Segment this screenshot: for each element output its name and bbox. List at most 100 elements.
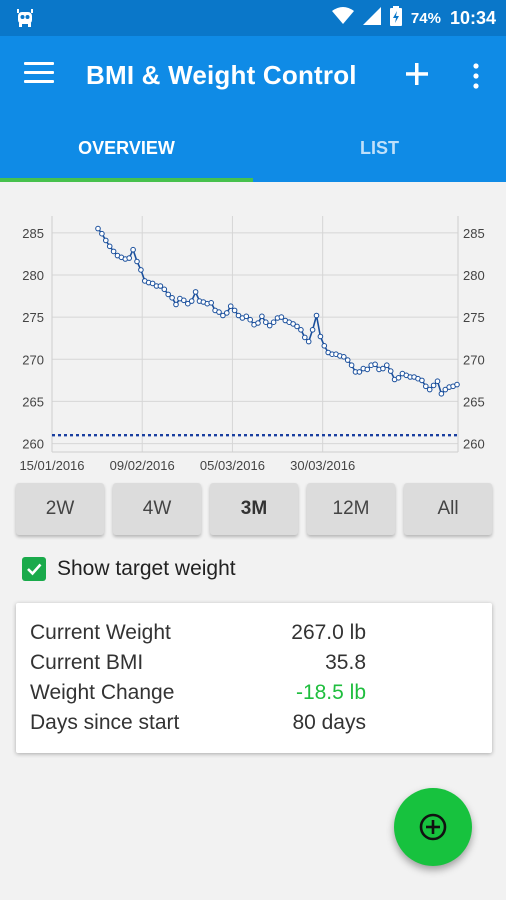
weight-data-point [426, 386, 433, 393]
weight-data-point [395, 375, 402, 381]
weight-data-point [243, 313, 250, 320]
status-bar: 74% 10:34 [0, 0, 506, 36]
weight-data-point [149, 280, 156, 287]
weight-data-point [247, 316, 253, 323]
range-button-4w[interactable]: 4W [113, 483, 201, 535]
weight-data-point [423, 383, 429, 390]
stat-days-since-start: Days since start 80 days [30, 711, 366, 741]
active-tab-indicator [0, 178, 253, 182]
weight-data-point [173, 301, 179, 308]
y-tick-label-left: 275 [22, 310, 44, 325]
weight-data-point [181, 297, 187, 304]
stat-label: Current BMI [30, 651, 144, 674]
y-tick-label-right: 275 [463, 310, 485, 325]
weight-data-point [348, 362, 355, 368]
stat-value: -18.5 lb [295, 681, 366, 704]
weight-data-point [380, 365, 386, 372]
weight-chart: 285 285 280 280 275 275 270 270 265 265 260 260 15/0… [0, 182, 506, 482]
weight-data-point [454, 381, 460, 388]
add-entry-fab[interactable] [394, 788, 472, 866]
weight-data-point [305, 338, 312, 345]
stat-value: 267.0 lb [291, 621, 366, 644]
weight-data-point [224, 310, 230, 316]
weight-data-point [165, 291, 171, 298]
range-selector: 2W 4W 3M 12M All [16, 483, 492, 535]
y-tick-label-right: 270 [463, 352, 485, 367]
tab-bar: OVERVIEW LIST [0, 116, 506, 182]
weight-data-point [220, 312, 226, 319]
weight-data-point [317, 333, 324, 340]
y-tick-label-left: 285 [22, 226, 44, 241]
stat-value: 80 days [292, 711, 366, 734]
tab-list[interactable]: LIST [360, 138, 399, 158]
range-button-3m[interactable]: 3M [210, 483, 298, 535]
plus-icon[interactable] [400, 54, 434, 94]
weight-chart-svg: 285 285 280 280 275 275 270 270 265 265 260 260 15/0… [19, 216, 485, 473]
battery-percent: 74% [410, 9, 441, 27]
stat-current-weight: Current Weight 267.0 lb [30, 621, 366, 651]
weight-data-point [442, 386, 449, 393]
weight-data-point [313, 312, 320, 319]
weight-data-point [321, 343, 328, 349]
stat-value: 35.8 [325, 651, 366, 674]
weight-data-point [298, 327, 304, 333]
weight-data-point [364, 366, 371, 373]
weight-data-point [227, 303, 234, 309]
range-button-all[interactable]: All [404, 483, 492, 535]
weight-data-point [106, 243, 113, 250]
x-tick-label: 05/03/2016 [200, 458, 265, 473]
x-tick-label: 30/03/2016 [290, 458, 355, 473]
range-button-12m[interactable]: 12M [307, 483, 395, 535]
weight-data-point [110, 248, 117, 255]
y-tick-label-left: 280 [22, 268, 44, 283]
weight-data-point [278, 314, 285, 320]
y-tick-label-left: 265 [22, 394, 44, 409]
more-vertical-icon[interactable] [462, 56, 490, 96]
weight-data-point [126, 255, 132, 261]
weight-data-point [235, 312, 242, 319]
cell-signal-icon [362, 6, 381, 30]
clock: 10:34 [449, 7, 496, 28]
tab-overview[interactable]: OVERVIEW [78, 138, 175, 158]
weight-data-point [216, 309, 222, 315]
show-target-weight-toggle[interactable]: Show target weight [22, 555, 236, 583]
stat-weight-change: Weight Change -18.5 lb [30, 681, 366, 711]
weight-data-point [157, 283, 164, 289]
checkbox-checked-icon[interactable] [22, 557, 46, 581]
weight-data-point [103, 237, 109, 244]
stat-label: Days since start [30, 711, 180, 734]
hamburger-menu-icon[interactable] [24, 62, 54, 90]
battery-icon [389, 5, 402, 31]
weight-data-point [419, 377, 425, 384]
weight-data-point [384, 362, 390, 368]
weight-data-point [192, 289, 199, 295]
weight-series-line [97, 228, 458, 396]
x-tick-label: 09/02/2016 [110, 458, 175, 473]
weight-data-point [255, 320, 261, 326]
weight-data-point [263, 319, 269, 325]
weight-data-point [95, 225, 101, 232]
app-title: BMI & Weight Control [86, 60, 357, 90]
weight-data-point [208, 300, 214, 306]
y-tick-label-right: 280 [463, 268, 485, 283]
weight-data-point [169, 295, 175, 301]
weight-data-point [99, 230, 105, 237]
weight-data-point [344, 357, 351, 363]
weight-data-point [188, 298, 195, 304]
weight-data-point [134, 258, 140, 265]
weight-data-point [231, 307, 238, 314]
weight-data-point [130, 246, 136, 253]
weight-data-point [266, 322, 273, 329]
x-tick-label: 15/01/2016 [19, 458, 84, 473]
add-circle-icon [419, 813, 447, 841]
stats-card: Current Weight 267.0 lb Current BMI 35.8… [16, 603, 492, 753]
weight-data-point [309, 327, 316, 333]
notification-app-icon [14, 7, 36, 34]
y-tick-label-left: 270 [22, 352, 44, 367]
range-button-2w[interactable]: 2W [16, 483, 104, 535]
weight-data-point [356, 369, 363, 375]
weight-data-point [434, 378, 441, 384]
weight-data-point [138, 267, 144, 273]
weight-data-point [302, 334, 308, 341]
weight-data-point [341, 354, 347, 360]
